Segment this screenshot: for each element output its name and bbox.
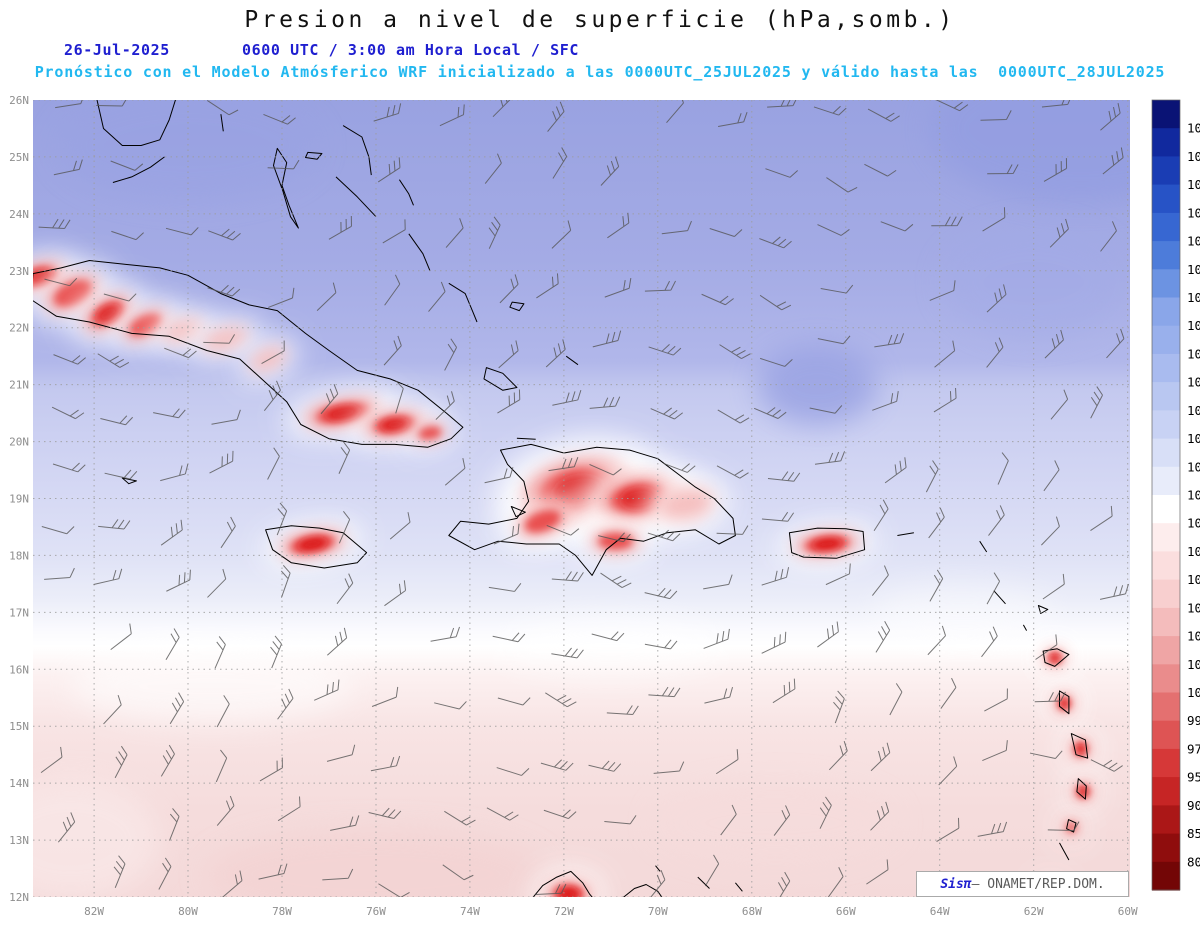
run-date: 26-Jul-2025	[64, 41, 170, 59]
map-area	[33, 100, 1130, 897]
svg-text:19N: 19N	[9, 493, 29, 506]
svg-text:14N: 14N	[9, 777, 29, 790]
svg-text:78W: 78W	[272, 905, 292, 918]
lon-axis: 82W 80W 78W 76W 74W 72W 70W 68W 66W 64W 62W 60W	[84, 905, 1138, 918]
svg-text:66W: 66W	[836, 905, 856, 918]
low-pressure-cells	[33, 252, 1097, 897]
svg-text:800: 800	[1187, 854, 1200, 869]
svg-text:1035: 1035	[1187, 177, 1200, 192]
svg-text:1030: 1030	[1187, 205, 1200, 220]
svg-text:1022: 1022	[1187, 290, 1200, 305]
svg-text:1016: 1016	[1187, 431, 1200, 446]
svg-text:900: 900	[1187, 798, 1200, 813]
coastlines	[33, 100, 1089, 897]
wind-barbs	[38, 100, 1129, 897]
svg-text:74W: 74W	[460, 905, 480, 918]
svg-text:1006: 1006	[1187, 629, 1200, 644]
svg-text:1013: 1013	[1187, 516, 1200, 531]
svg-text:12N: 12N	[9, 891, 29, 904]
lat-axis: 26N 25N 24N 23N 22N 21N 20N 19N 18N 17N 16N 15N 14N 1…	[9, 94, 29, 904]
svg-text:76W: 76W	[366, 905, 386, 918]
svg-text:1040: 1040	[1187, 149, 1200, 164]
svg-text:64W: 64W	[930, 905, 950, 918]
svg-text:1008: 1008	[1187, 600, 1200, 615]
svg-text:13N: 13N	[9, 834, 29, 847]
svg-text:20N: 20N	[9, 436, 29, 449]
attribution-text: – ONAMET/REP.DOM.	[971, 876, 1105, 892]
svg-text:1028: 1028	[1187, 234, 1200, 249]
chart-title: Presion a nivel de superficie (hPa,somb.…	[244, 7, 956, 33]
svg-text:24N: 24N	[9, 208, 29, 221]
svg-text:23N: 23N	[9, 265, 29, 278]
svg-text:1014: 1014	[1187, 488, 1200, 503]
svg-text:1000: 1000	[1187, 685, 1200, 700]
svg-text:1050: 1050	[1187, 121, 1200, 136]
header: Presion a nivel de superficie (hPa,somb.…	[0, 0, 1200, 81]
svg-text:25N: 25N	[9, 151, 29, 164]
sispi-logo: Sisπ	[940, 876, 972, 892]
svg-text:1020: 1020	[1187, 318, 1200, 333]
svg-text:990: 990	[1187, 713, 1200, 728]
svg-text:18N: 18N	[9, 549, 29, 562]
svg-text:60W: 60W	[1118, 905, 1138, 918]
svg-text:22N: 22N	[9, 322, 29, 335]
svg-text:26N: 26N	[9, 94, 29, 107]
svg-text:1018: 1018	[1187, 375, 1200, 390]
svg-text:1025: 1025	[1187, 262, 1200, 277]
svg-text:68W: 68W	[742, 905, 762, 918]
datetime-line: 26-Jul-2025 0600 UTC / 3:00 am Hora Loca…	[0, 41, 1200, 59]
svg-text:1017: 1017	[1187, 403, 1200, 418]
svg-text:1019: 1019	[1187, 346, 1200, 361]
svg-text:16N: 16N	[9, 663, 29, 676]
grid-lines	[33, 100, 1130, 897]
svg-text:1012: 1012	[1187, 544, 1200, 559]
svg-text:82W: 82W	[84, 905, 104, 918]
attribution-box: Sisπ – ONAMET/REP.DOM.	[916, 871, 1129, 897]
svg-text:21N: 21N	[9, 379, 29, 392]
colorbar: 1050 1040 1035 1030 1028 1025 1022 1020 1019 1018…	[1151, 99, 1200, 891]
svg-text:72W: 72W	[554, 905, 574, 918]
forecast-info-line: Pronóstico con el Modelo Atmósferico WRF…	[34, 63, 1166, 81]
svg-text:1015: 1015	[1187, 459, 1200, 474]
svg-text:1002: 1002	[1187, 657, 1200, 672]
svg-text:850: 850	[1187, 826, 1200, 841]
svg-text:970: 970	[1187, 741, 1200, 756]
svg-text:62W: 62W	[1024, 905, 1044, 918]
svg-text:80W: 80W	[178, 905, 198, 918]
svg-text:950: 950	[1187, 770, 1200, 785]
svg-text:15N: 15N	[9, 720, 29, 733]
valid-time: 0600 UTC / 3:00 am Hora Local / SFC	[241, 41, 580, 59]
svg-text:70W: 70W	[648, 905, 668, 918]
svg-text:17N: 17N	[9, 606, 29, 619]
